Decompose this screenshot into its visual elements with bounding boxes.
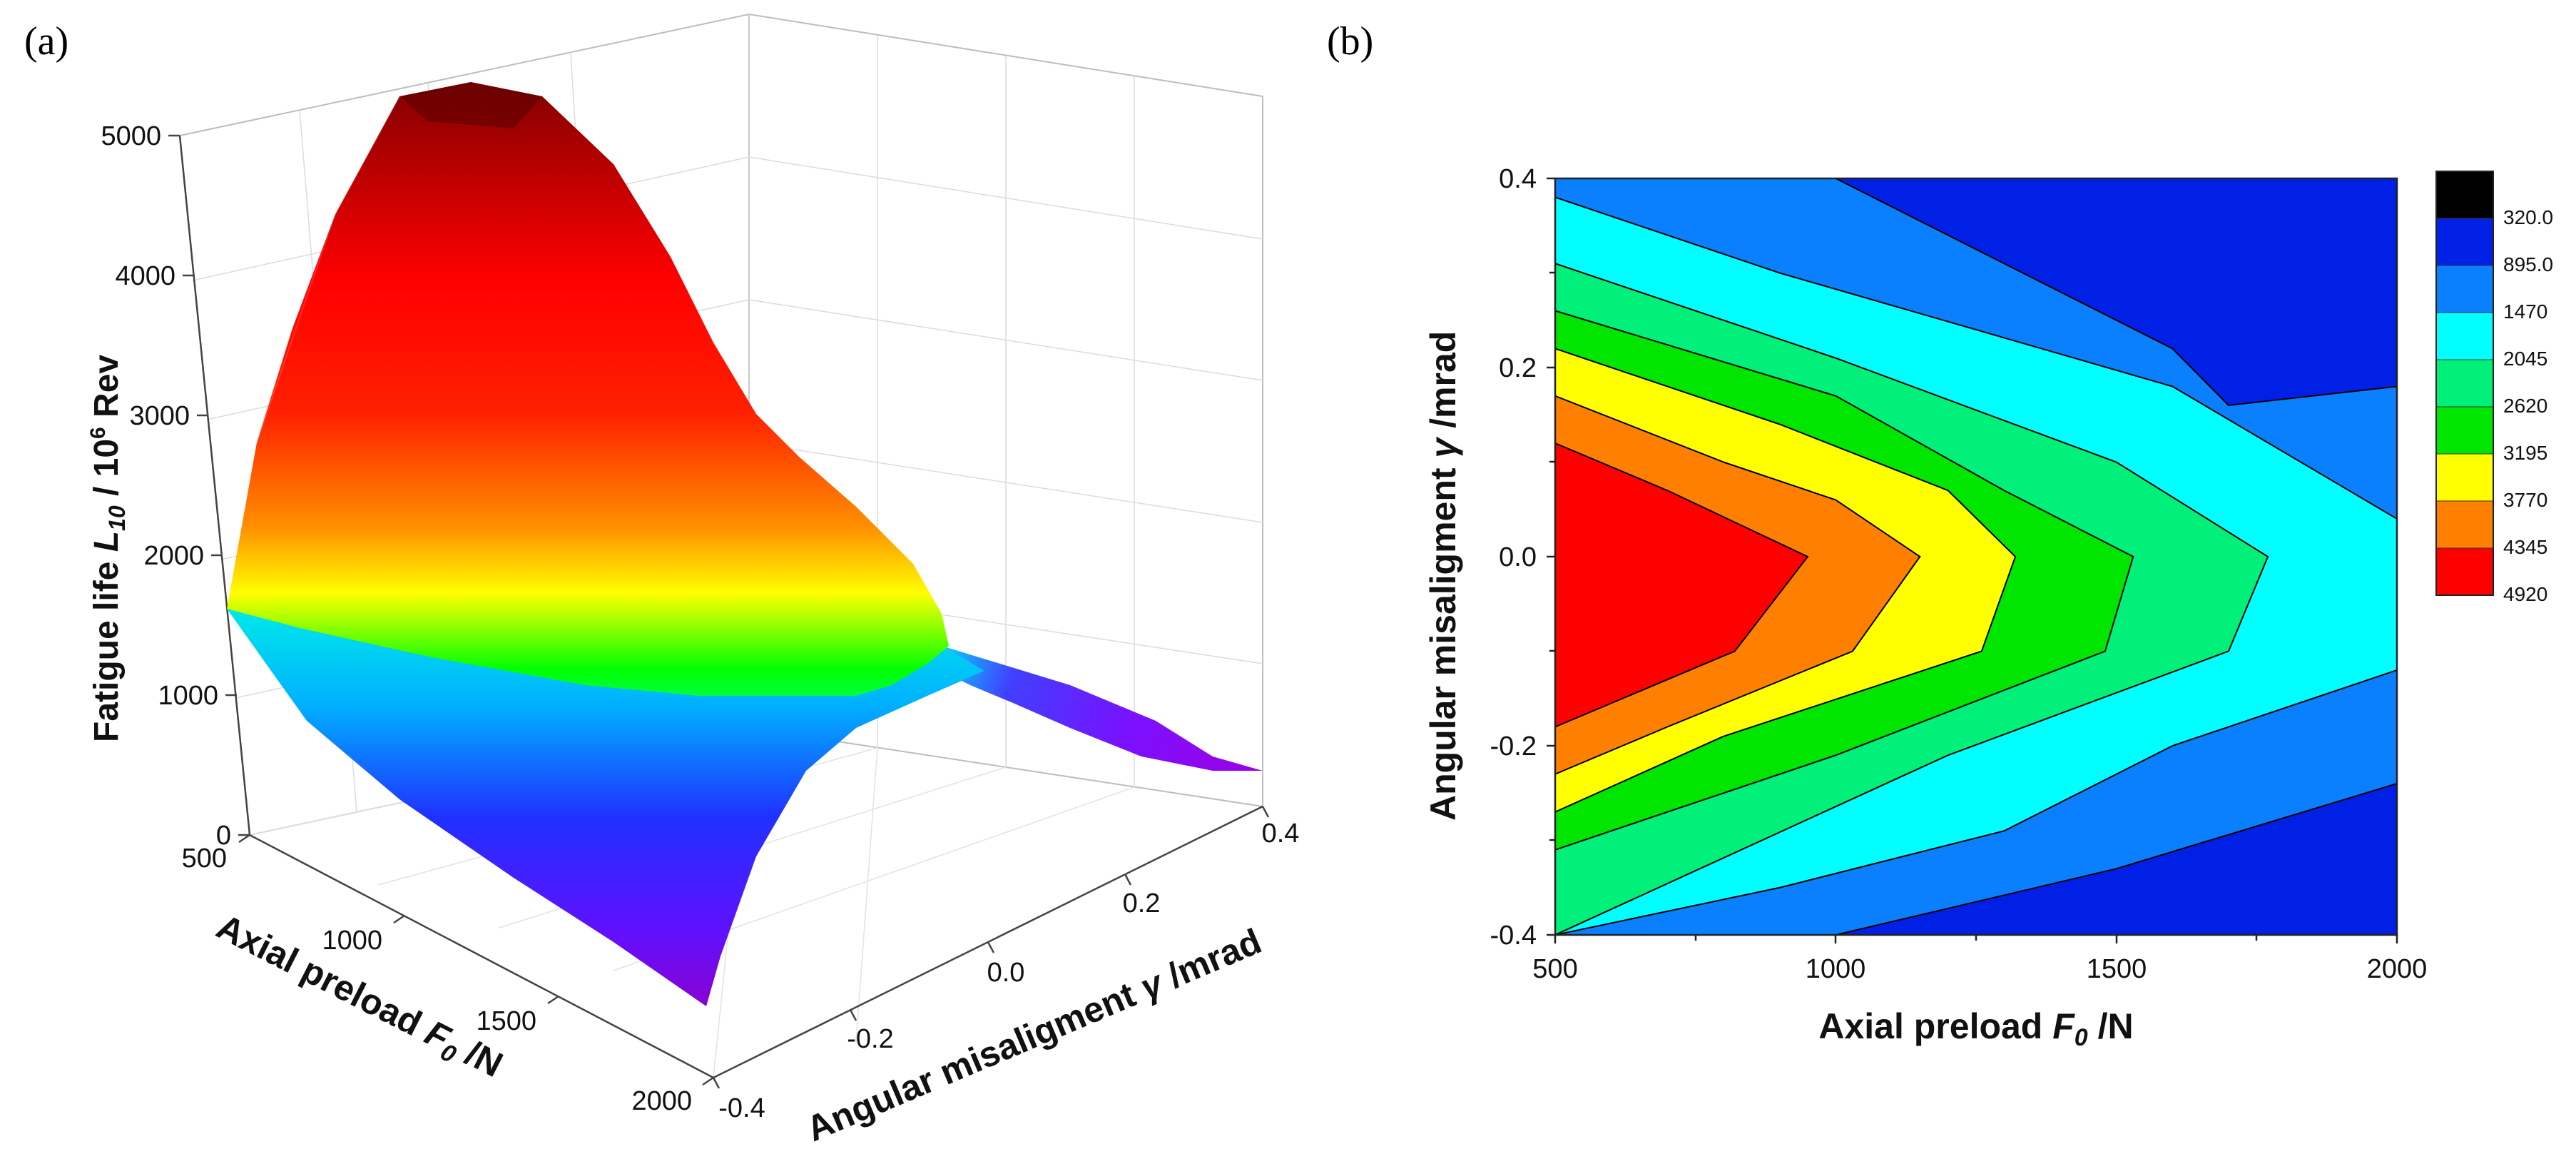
z-axis: 5000 4000 3000 2000 1000 0 Fatigue life … <box>86 121 251 851</box>
legend-swatch <box>2435 500 2494 549</box>
legend-swatch <box>2435 218 2494 266</box>
contour-x-tick: 1000 <box>1806 954 1866 984</box>
contour-x-tick: 500 <box>1532 954 1577 984</box>
z-tick-label: 0 <box>216 821 231 851</box>
legend-label: 2045 <box>2503 348 2547 370</box>
y-tick-label: 0.2 <box>1123 889 1161 918</box>
z-tick-label: 3000 <box>129 401 190 431</box>
surface-front-lower <box>227 609 984 1006</box>
contour-line <box>1555 442 1809 728</box>
contour-fill <box>1555 178 2397 935</box>
contour-x-axis-title: Axial preload F0 /N <box>1818 1006 2133 1051</box>
legend-label: 4345 <box>2503 536 2547 558</box>
panel-b-label: (b) <box>1327 19 1373 64</box>
y-tick-label: 0.0 <box>987 958 1025 988</box>
legend-label: 3770 <box>2503 489 2547 511</box>
contour-line <box>1835 178 2397 407</box>
contour-band-4920 <box>1555 443 1808 727</box>
legend-frame <box>2435 171 2494 596</box>
z-tick-label: 2000 <box>143 541 204 571</box>
legend-swatch <box>2435 312 2494 360</box>
legend-swatch <box>2435 453 2494 502</box>
legend-label: 895.0 <box>2503 253 2553 275</box>
surface-mesh <box>227 82 1263 1006</box>
legend-label: 320.0 <box>2503 206 2553 228</box>
legend-swatch <box>2435 406 2494 455</box>
x-tick-label: 1000 <box>322 926 382 956</box>
surface-tail <box>927 646 1263 771</box>
contour-lines <box>1555 178 2397 935</box>
contour-line <box>1555 263 2269 935</box>
contour-y-tick: 0.4 <box>1499 164 1537 194</box>
x-tick-label: 2000 <box>631 1086 692 1116</box>
contour-line <box>1555 310 2134 851</box>
contour-y-axis: 0.4 0.2 0.0 -0.2 -0.4 Angular misaligmen… <box>1423 164 1555 951</box>
surface-peak-shade <box>399 82 542 128</box>
legend-label: 3195 <box>2503 442 2547 464</box>
legend-swatch <box>2435 171 2494 219</box>
legend-label: 2620 <box>2503 395 2547 417</box>
z-tick-label: 5000 <box>101 121 161 151</box>
contour-y-tick: 0.2 <box>1499 353 1537 383</box>
contour-line <box>1555 348 2017 813</box>
contour-x-tick: 1500 <box>2087 954 2147 984</box>
z-tick-label: 1000 <box>158 681 218 711</box>
surface-front-upper <box>227 82 949 696</box>
y-tick-label: -0.4 <box>718 1093 765 1123</box>
legend-label: 4920 <box>2503 583 2547 605</box>
y-tick-label: -0.2 <box>847 1024 893 1054</box>
contour-line <box>1555 669 2397 935</box>
contour-x-axis: 500 1000 1500 2000 Axial preload F0 /N <box>1532 935 2427 1051</box>
contour-x-tick: 2000 <box>2367 954 2428 984</box>
z-axis-title: Fatigue life L10 / 106 Rev <box>86 355 130 742</box>
z-tick-label: 4000 <box>115 261 175 291</box>
legend-swatch <box>2435 547 2494 596</box>
contour-y-tick: -0.2 <box>1490 732 1537 761</box>
contour-y-tick: -0.4 <box>1490 921 1537 951</box>
contour-y-tick: 0.0 <box>1499 542 1537 572</box>
contour-line <box>1555 395 1921 775</box>
panel-a-3d-surface: (a) <box>24 13 1300 1149</box>
legend-swatch <box>2435 359 2494 408</box>
x-tick-label: 500 <box>182 844 227 874</box>
contour-line <box>1555 196 2397 520</box>
y-axis: -0.4 -0.2 0.0 0.2 0.4 Angular misaligmen… <box>712 805 1300 1149</box>
panel-a-label: (a) <box>24 19 68 64</box>
x-tick-label: 1500 <box>476 1006 536 1036</box>
contour-y-axis-title: Angular misaligment γ /mrad <box>1423 331 1463 821</box>
legend-swatch <box>2435 265 2494 313</box>
legend-label: 1470 <box>2503 300 2547 323</box>
panel-b-contour: (b) 0.4 0.2 0.0 -0.2 <box>1327 19 2553 1051</box>
y-tick-label: 0.4 <box>1262 819 1300 849</box>
contour-line <box>1836 783 2397 935</box>
contour-legend: 320.0 895.0 1470 2045 2620 3195 3770 4345 4920 <box>2435 171 2553 605</box>
